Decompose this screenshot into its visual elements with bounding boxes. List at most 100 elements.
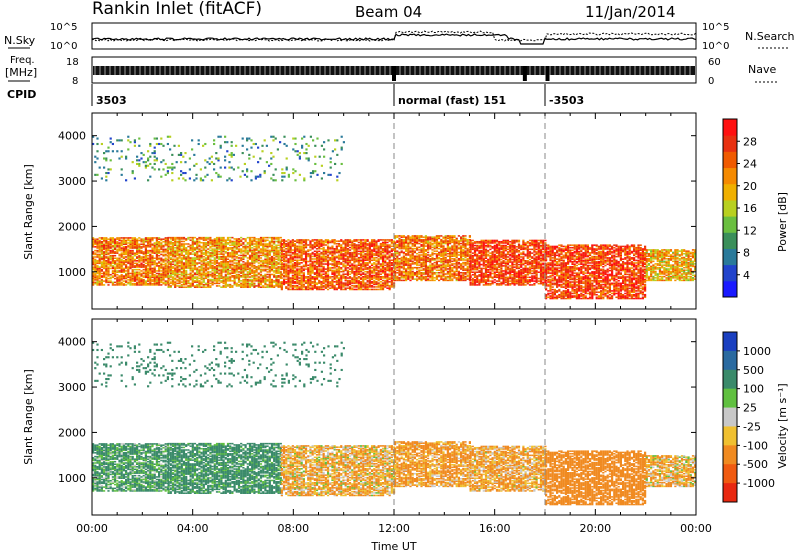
power-echo-cell bbox=[262, 254, 265, 257]
power-echo-cell bbox=[268, 262, 271, 264]
power-echo-cell bbox=[125, 263, 128, 266]
power-echo-cell bbox=[300, 277, 303, 279]
power-echo-cell bbox=[298, 255, 301, 258]
power-echo-cell bbox=[273, 260, 276, 263]
power-echo-cell bbox=[178, 262, 181, 264]
power-echo-cell bbox=[166, 272, 169, 275]
power-echo-cell bbox=[138, 254, 141, 257]
power-echo-cell bbox=[185, 259, 188, 262]
power-echo-cell bbox=[164, 284, 167, 286]
power-echo-cell bbox=[231, 241, 234, 244]
power-echo-cell bbox=[100, 244, 103, 247]
power-echo-cell bbox=[198, 277, 201, 280]
power-echo-cell bbox=[103, 284, 106, 286]
power-echo-cell bbox=[251, 258, 254, 261]
power-echo-cell bbox=[174, 247, 177, 249]
power-echo-cell bbox=[200, 278, 203, 281]
power-echo-cell bbox=[185, 248, 188, 250]
power-echo-cell bbox=[202, 247, 205, 249]
power-echo-cell bbox=[140, 258, 143, 261]
power-echo-cell bbox=[164, 270, 167, 272]
power-echo-cell bbox=[262, 276, 265, 278]
power-echo-cell bbox=[202, 269, 205, 272]
power-echo-cell bbox=[140, 272, 143, 275]
power-echo-cell bbox=[368, 288, 371, 291]
power-echo-cell bbox=[200, 269, 203, 272]
power-echo-cell bbox=[322, 263, 325, 265]
power-echo-cell bbox=[182, 281, 186, 283]
power-echo-cell bbox=[105, 249, 108, 252]
power-echo-cell bbox=[182, 238, 186, 240]
power-echo-cell bbox=[244, 266, 247, 268]
power-echo-cell bbox=[346, 287, 349, 289]
power-echo-cell bbox=[114, 272, 117, 275]
power-echo-cell bbox=[166, 258, 169, 261]
power-echo-cell bbox=[136, 277, 139, 280]
power-echo-cell bbox=[164, 239, 167, 242]
power-echo-cell bbox=[185, 262, 188, 264]
power-echo-cell bbox=[242, 271, 245, 273]
power-echo-cell bbox=[171, 283, 175, 286]
power-echo-cell bbox=[178, 266, 181, 268]
power-echo-cell bbox=[273, 274, 276, 277]
power-echo-cell bbox=[98, 270, 101, 272]
power-echo-cell bbox=[370, 249, 374, 251]
power-echo-cell bbox=[176, 285, 179, 287]
power-echo-cell bbox=[107, 270, 110, 272]
power-echo-cell bbox=[116, 238, 119, 240]
power-echo-cell bbox=[174, 236, 177, 239]
power-echo-cell bbox=[147, 258, 150, 261]
power-echo-cell bbox=[311, 255, 314, 258]
power-echo-cell bbox=[222, 271, 225, 273]
power-echo-cell bbox=[162, 272, 165, 275]
power-echo-cell bbox=[280, 277, 283, 279]
power-echo-cell bbox=[103, 243, 106, 246]
power-echo-cell bbox=[235, 283, 238, 286]
power-echo-cell bbox=[326, 245, 330, 248]
power-echo-cell bbox=[96, 262, 99, 265]
power-echo-cell bbox=[379, 263, 382, 265]
power-echo-cell bbox=[264, 262, 267, 264]
power-echo-cell bbox=[224, 280, 227, 282]
power-echo-cell bbox=[390, 239, 393, 241]
power-echo-cell bbox=[96, 281, 99, 284]
power-echo-cell bbox=[307, 267, 310, 269]
power-echo-cell bbox=[144, 256, 147, 258]
power-echo-cell bbox=[255, 255, 258, 258]
power-echo-cell bbox=[160, 263, 163, 266]
power-echo-cell bbox=[348, 244, 352, 246]
power-echo-cell bbox=[105, 244, 108, 247]
power-echo-cell bbox=[388, 259, 391, 262]
power-echo-cell bbox=[140, 257, 143, 260]
power-echo-cell bbox=[275, 264, 278, 267]
power-echo-cell bbox=[133, 260, 136, 262]
power-echo-cell bbox=[396, 250, 399, 252]
power-echo-cell bbox=[211, 280, 214, 282]
power-echo-cell bbox=[309, 287, 312, 289]
power-echo-cell bbox=[207, 254, 210, 257]
power-echo-cell bbox=[235, 250, 238, 253]
power-echo-cell bbox=[180, 252, 183, 254]
power-echo-cell bbox=[226, 239, 230, 241]
power-echo-cell bbox=[331, 269, 334, 272]
power-echo-cell bbox=[158, 246, 161, 248]
power-echo-cell bbox=[202, 264, 205, 267]
power-echo-cell bbox=[204, 249, 208, 252]
power-echo-cell bbox=[169, 282, 172, 285]
power-echo-cell bbox=[92, 242, 95, 244]
nsearch-trace bbox=[91, 30, 697, 42]
power-echo-cell bbox=[224, 273, 227, 276]
power-echo-cell bbox=[200, 282, 203, 285]
power-echo-cell bbox=[244, 264, 247, 267]
power-echo-cell bbox=[111, 256, 114, 258]
power-echo-cell bbox=[147, 257, 150, 260]
power-echo-cell bbox=[253, 240, 256, 243]
power-echo-cell bbox=[96, 261, 99, 263]
power-echo-cell bbox=[136, 284, 139, 286]
power-echo-cell bbox=[235, 241, 238, 244]
power-echo-cell bbox=[200, 247, 203, 249]
power-echo-cell bbox=[244, 248, 247, 250]
power-echo-cell bbox=[244, 281, 247, 283]
power-echo-cell bbox=[353, 264, 356, 267]
power-echo-cell bbox=[169, 266, 172, 268]
